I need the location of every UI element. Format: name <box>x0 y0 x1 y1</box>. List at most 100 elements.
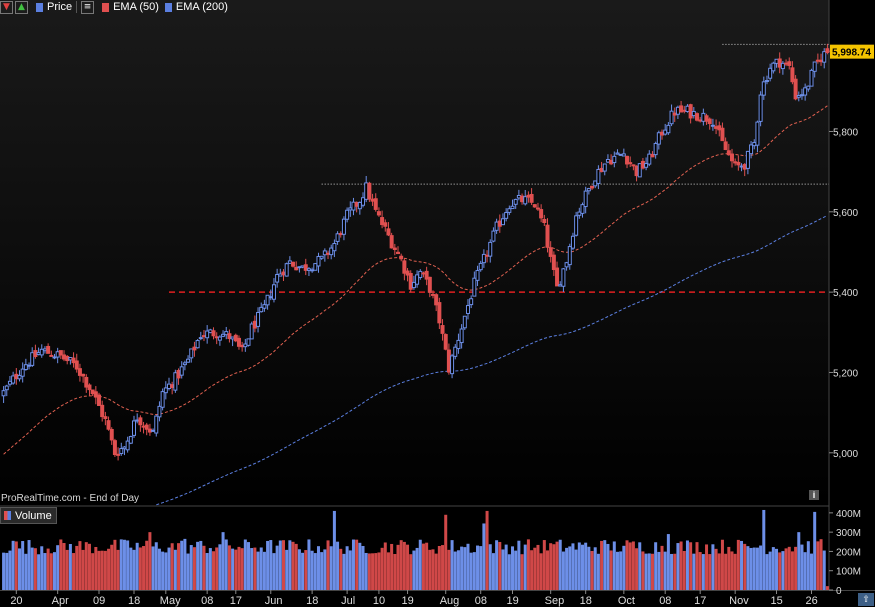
candle-body <box>812 61 817 72</box>
volume-bar <box>46 548 50 590</box>
volume-panel-label[interactable]: Volume <box>15 509 52 522</box>
candle-body <box>777 58 782 68</box>
volume-bar <box>110 544 114 590</box>
volume-bar <box>775 548 779 590</box>
volume-bar <box>714 548 718 590</box>
volume-bar <box>558 539 562 590</box>
candle-body <box>287 260 292 264</box>
candle-body <box>510 205 515 210</box>
x-tick-label: 08 <box>659 595 671 607</box>
volume-bar <box>533 547 537 590</box>
volume-bar <box>227 545 231 590</box>
volume-bar <box>72 553 76 590</box>
volume-bar <box>784 548 788 590</box>
volume-bar <box>186 553 190 590</box>
volume-y-tick-label: 300M <box>836 528 861 539</box>
volume-bar <box>256 551 260 590</box>
volume-y-tick-label: 0 <box>836 586 842 597</box>
list-icon[interactable]: ≡ <box>81 0 95 14</box>
volume-bar <box>679 541 683 590</box>
candle-body <box>710 124 715 127</box>
volume-bar <box>21 541 25 590</box>
candle-body <box>58 350 63 356</box>
candle-body <box>784 62 789 65</box>
volume-bar <box>380 547 384 590</box>
candle-body <box>698 119 703 122</box>
volume-bar <box>568 546 572 590</box>
volume-swatch <box>4 511 11 520</box>
ema50-legend-label[interactable]: EMA (50) <box>113 1 159 13</box>
volume-bar <box>59 539 63 590</box>
candle-body <box>233 334 238 342</box>
candle-body <box>33 350 38 357</box>
volume-bar <box>107 548 111 590</box>
volume-bar <box>520 554 524 590</box>
volume-bar <box>539 553 543 590</box>
candle-body <box>612 155 617 164</box>
volume-bar <box>526 539 530 590</box>
candle-body <box>462 315 467 329</box>
volume-bar <box>275 545 279 590</box>
volume-bar <box>549 543 553 590</box>
volume-bar <box>593 547 597 590</box>
candle-body <box>364 182 369 200</box>
candle-body <box>201 335 206 338</box>
volume-bar <box>170 543 174 590</box>
candle-body <box>542 219 547 224</box>
candle-body <box>4 385 9 391</box>
volume-bar <box>476 545 480 590</box>
volume-bar <box>647 553 651 590</box>
volume-bar <box>361 545 365 590</box>
candle-body <box>357 201 362 210</box>
volume-bar <box>345 546 349 590</box>
candle-body <box>14 373 19 380</box>
candle-body <box>475 270 480 281</box>
candle-body <box>144 424 149 430</box>
volume-bar <box>514 550 518 590</box>
candle-body <box>116 453 121 456</box>
candle-body <box>52 356 57 359</box>
info-icon[interactable]: i <box>809 490 819 500</box>
candle-body <box>217 336 222 341</box>
volume-bar <box>717 553 721 590</box>
volume-bar <box>450 540 454 590</box>
candle-body <box>198 337 203 340</box>
volume-bar <box>323 549 327 590</box>
volume-bar <box>243 539 247 590</box>
x-tick-label: 26 <box>806 595 818 607</box>
volume-bar <box>787 546 791 590</box>
volume-bar <box>727 546 731 590</box>
candle-body <box>341 218 346 235</box>
volume-bar <box>393 553 397 590</box>
volume-bar <box>8 550 12 590</box>
candle-body <box>669 110 674 125</box>
ema200-legend-label[interactable]: EMA (200) <box>175 1 228 13</box>
volume-bar <box>27 540 31 590</box>
volume-bar <box>425 542 429 590</box>
candle-body <box>55 351 60 358</box>
volume-bar <box>673 553 677 590</box>
arrow-up-icon[interactable]: ▲ <box>15 0 28 14</box>
candle-body <box>39 348 44 356</box>
volume-bar <box>11 540 15 590</box>
volume-bar <box>577 542 581 590</box>
volume-bar <box>574 549 578 590</box>
candle-body <box>189 348 194 359</box>
candle-body <box>548 247 553 257</box>
volume-bar <box>62 543 66 590</box>
volume-bar <box>386 552 390 590</box>
price-legend-label[interactable]: Price <box>47 1 73 13</box>
candle-body <box>278 273 283 277</box>
volume-bar <box>434 553 438 590</box>
volume-bar <box>126 540 130 590</box>
candle-body <box>806 85 811 90</box>
candle-body <box>186 358 191 363</box>
volume-bar <box>561 551 565 590</box>
scroll-up-icon[interactable]: ⇧ <box>858 593 874 606</box>
arrow-down-icon[interactable]: ▼ <box>0 0 13 14</box>
candle-body <box>615 152 620 155</box>
volume-bar <box>294 543 298 590</box>
candle-body <box>666 124 671 134</box>
candle-body <box>192 346 197 351</box>
